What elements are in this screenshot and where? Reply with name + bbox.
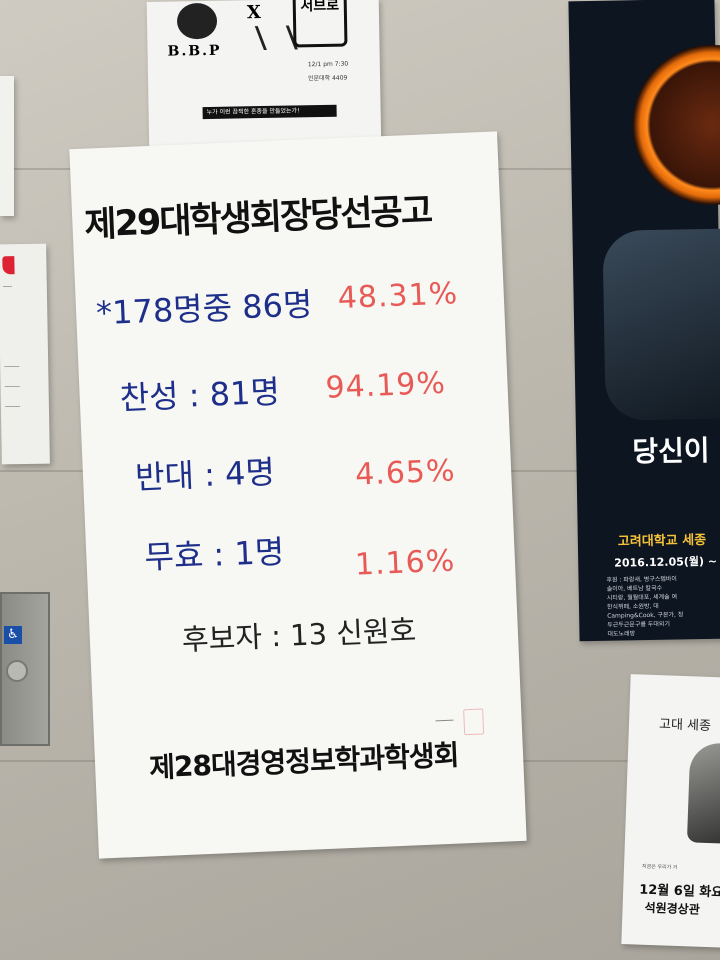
leather-jacket-graphic — [602, 228, 720, 421]
crossed-guitars-icon — [254, 25, 298, 50]
band-name: B.B.P — [167, 42, 222, 60]
event-fine-text: 지금은 우리가 거 — [641, 863, 678, 871]
flyer-date: 12/1 pm 7:30 — [307, 60, 349, 69]
election-announcement-sheet: 제29대학생회장당선공고 *178명중 86명 48.31% 찬성 : 81명 … — [69, 131, 527, 859]
light-bulb-ring-graphic — [631, 43, 720, 207]
announcement-title: 제29대학생회장당선공고 — [83, 191, 432, 246]
invalid-votes: 무효 : 1명 — [143, 532, 285, 577]
yes-votes: 찬성 : 81명 — [119, 372, 281, 418]
sponsor-line: 대도노래방 — [607, 630, 636, 638]
hand-photo-graphic — [686, 742, 720, 845]
event-poster: 고대 세종 지금은 우리가 거 12월 6일 화요 석원경상관 — [621, 674, 720, 948]
event-venue: 석원경상관 — [644, 900, 701, 917]
flyer-tagline: 누가 이런 끔찍한 혼종을 만들었는가! — [202, 104, 337, 120]
event-date: 12월 6일 화요 — [638, 882, 720, 901]
elevator-call-panel: ♿ — [0, 592, 50, 746]
skull-icon — [176, 2, 218, 40]
turnout-count: *178명중 86명 — [95, 285, 314, 333]
poster-headline: 당신이 — [632, 433, 710, 469]
left-small-flyer: ─── ───── ───── ───── — [0, 243, 50, 465]
poster-date: 2016.12.05(월) ~ — [614, 554, 718, 570]
brush-calligraphy: 서브로 — [292, 0, 348, 48]
elevator-call-button[interactable] — [6, 660, 28, 682]
invalid-percent: 1.16% — [354, 543, 456, 583]
turnout-percent: 48.31% — [337, 276, 459, 317]
flame-icon — [2, 256, 15, 275]
flyer-fine-text: ───── — [4, 404, 21, 411]
flyer-venue: 인문대학 4409 — [307, 74, 348, 83]
event-title: 고대 세종 — [658, 717, 712, 734]
wheelchair-icon: ♿ — [4, 626, 22, 644]
red-stamp — [463, 708, 485, 736]
versus-mark: X — [246, 2, 262, 24]
signature-scribble — [435, 719, 454, 726]
no-percent: 4.65% — [354, 453, 457, 493]
band-flyer: X B.B.P 서브로 12/1 pm 7:30 인문대학 4409 누가 이런… — [146, 0, 382, 155]
left-edge-flyer — [0, 76, 14, 216]
no-votes: 반대 : 4명 — [134, 452, 276, 497]
issuing-organization: 제28대경영정보학과학생회 — [148, 738, 460, 785]
flyer-fine-text: ─── — [2, 284, 12, 291]
sponsor-line: 두근두근문구를 두대외기 — [607, 620, 671, 629]
yes-percent: 94.19% — [324, 365, 447, 406]
concert-poster: 당신이 고려대학교 세종 2016.12.05(월) ~ 후원 : 파랑새, 병… — [568, 0, 720, 642]
flyer-fine-text: ───── — [4, 384, 20, 391]
candidate-name: 후보자 : 13 신원호 — [181, 613, 417, 657]
flyer-fine-text: ───── — [4, 364, 20, 371]
poster-organizer: 고려대학교 세종 — [617, 533, 707, 550]
